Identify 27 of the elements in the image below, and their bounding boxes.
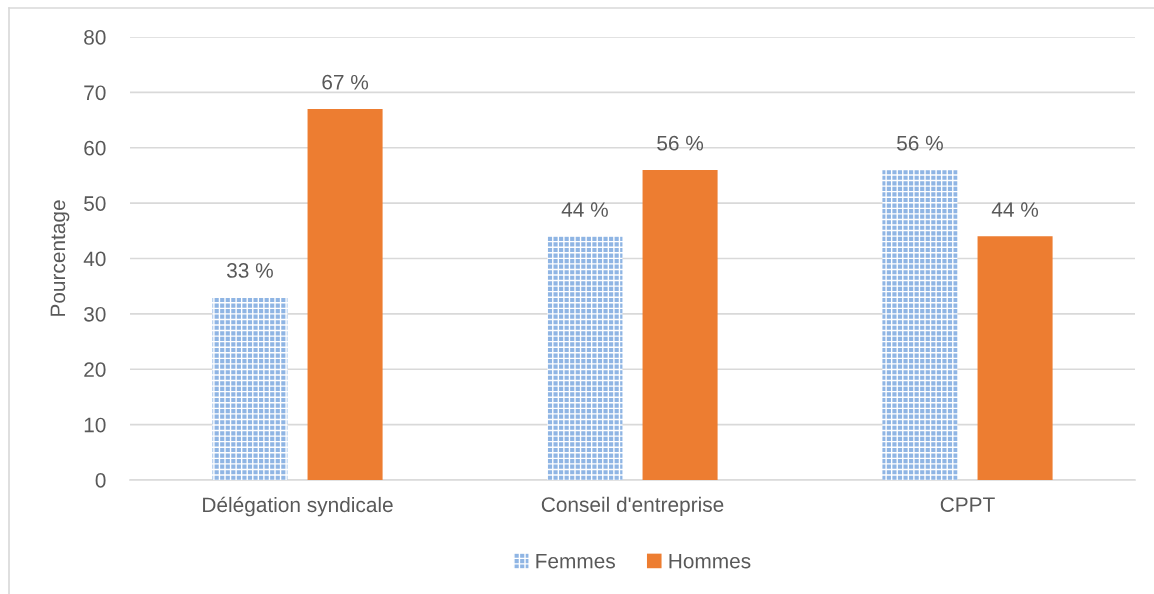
data-label: 44 % <box>991 202 1039 217</box>
bar <box>547 236 623 480</box>
bar <box>307 108 383 480</box>
legend-label: Femmes <box>536 553 615 569</box>
y-tick-label: 70 <box>84 85 106 101</box>
data-label: 67 % <box>322 74 369 90</box>
y-tick-label: 80 <box>84 30 106 45</box>
x-tick-label: Délégation syndicale <box>203 496 393 517</box>
bar <box>212 297 288 480</box>
x-tick-label: Conseil d'entreprise <box>541 496 724 517</box>
y-tick-label: 20 <box>84 362 106 377</box>
y-tick-label: 30 <box>84 306 106 322</box>
data-label: 33 % <box>226 263 273 278</box>
data-label: 44 % <box>561 202 608 217</box>
y-tick-label: 60 <box>84 140 106 156</box>
legend-label: Hommes <box>669 553 751 569</box>
y-tick-label: 0 <box>95 473 106 488</box>
y-axis-title: Pourcentage <box>50 200 70 316</box>
x-tick-label: CPPT <box>940 497 995 512</box>
data-label: 56 % <box>657 135 704 151</box>
data-label: 56 % <box>897 135 943 151</box>
y-tick-label: 10 <box>84 417 106 433</box>
bar <box>977 236 1053 480</box>
bar <box>642 169 718 480</box>
bar <box>882 169 958 480</box>
y-tick-label: 40 <box>83 251 106 267</box>
y-tick-label: 50 <box>84 196 106 211</box>
